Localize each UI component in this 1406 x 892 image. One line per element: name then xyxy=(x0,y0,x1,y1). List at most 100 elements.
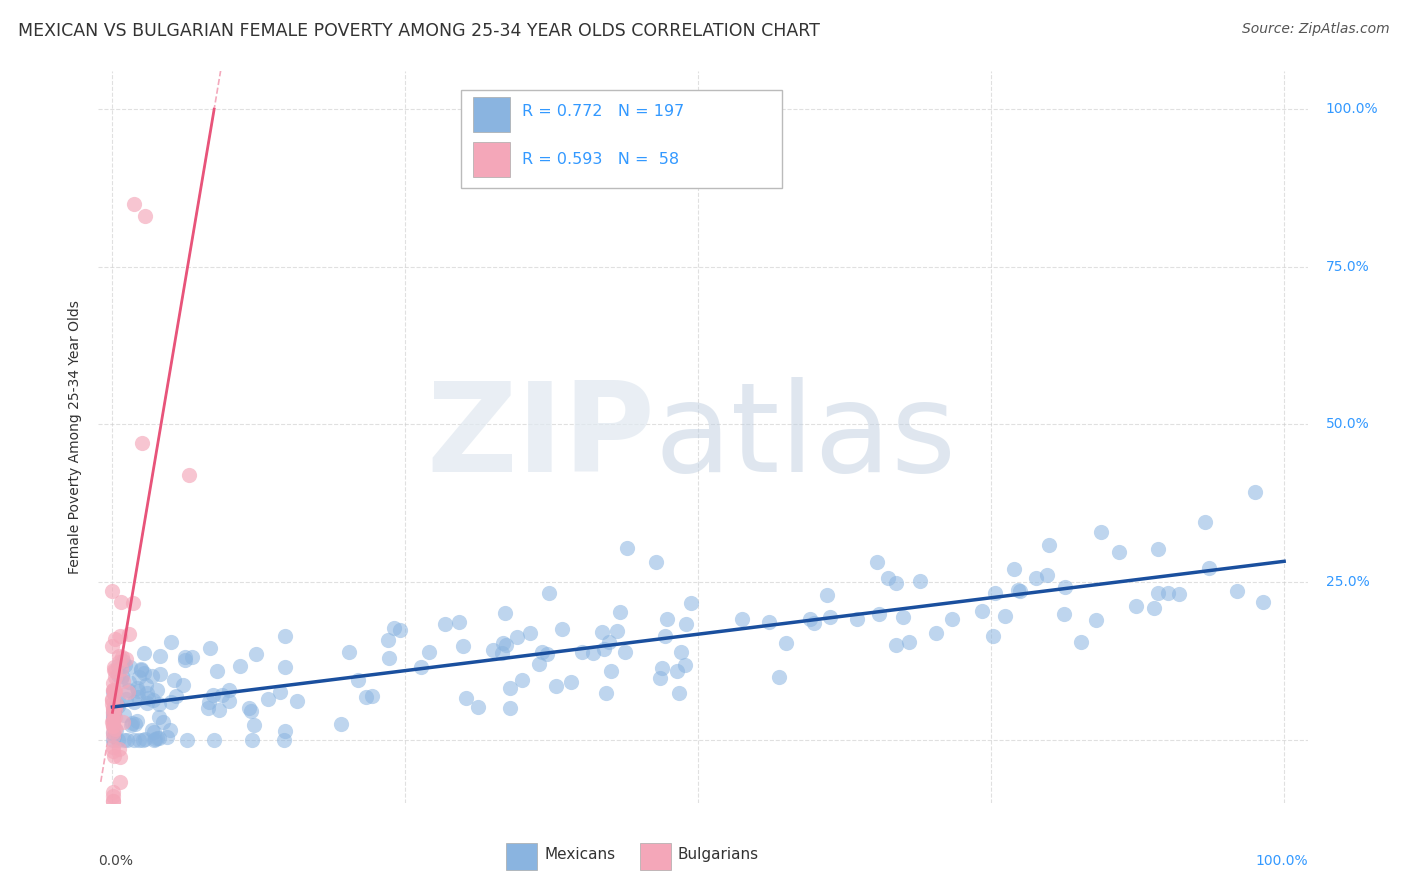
Point xyxy=(114,651,136,665)
Point xyxy=(330,716,353,731)
Point xyxy=(143,732,166,747)
Point xyxy=(595,685,617,699)
Point xyxy=(112,732,135,747)
Point xyxy=(378,651,401,665)
Point xyxy=(122,196,145,211)
Point xyxy=(131,732,153,747)
Point xyxy=(228,658,250,673)
Point xyxy=(103,794,125,808)
Point xyxy=(117,683,139,698)
Point xyxy=(128,732,150,747)
Point xyxy=(451,640,474,654)
Point xyxy=(377,632,399,647)
Point xyxy=(110,672,132,686)
Point xyxy=(616,541,638,555)
Text: Mexicans: Mexicans xyxy=(544,847,616,862)
Point xyxy=(121,716,143,731)
Point xyxy=(606,624,628,639)
Point xyxy=(257,692,280,706)
Point xyxy=(238,701,260,715)
Point xyxy=(103,726,125,740)
Point xyxy=(337,645,360,659)
Point xyxy=(1038,538,1060,552)
Point xyxy=(122,732,145,747)
Point xyxy=(110,595,132,609)
Point xyxy=(877,571,900,585)
Point xyxy=(1090,525,1112,540)
Point xyxy=(1070,635,1092,649)
Point xyxy=(180,650,202,665)
Point xyxy=(159,723,181,738)
Point xyxy=(495,638,517,652)
Point xyxy=(1143,601,1166,615)
Point xyxy=(104,702,127,716)
Point xyxy=(103,660,125,674)
Point xyxy=(101,739,124,754)
Text: MEXICAN VS BULGARIAN FEMALE POVERTY AMONG 25-34 YEAR OLDS CORRELATION CHART: MEXICAN VS BULGARIAN FEMALE POVERTY AMON… xyxy=(18,22,820,40)
Point xyxy=(160,635,183,649)
Point xyxy=(673,658,696,673)
Point xyxy=(107,699,129,714)
Point xyxy=(101,691,124,706)
Point xyxy=(108,655,131,669)
Point xyxy=(134,731,156,746)
Text: 75.0%: 75.0% xyxy=(1326,260,1369,274)
Point xyxy=(884,575,907,590)
Point xyxy=(1035,568,1057,582)
Point xyxy=(866,555,889,569)
Point xyxy=(510,673,533,687)
Point xyxy=(148,698,170,712)
Point xyxy=(125,714,148,728)
Point xyxy=(560,674,582,689)
Point xyxy=(103,706,125,720)
Text: 100.0%: 100.0% xyxy=(1256,854,1308,868)
Point xyxy=(142,724,165,739)
Point xyxy=(666,664,689,678)
Point xyxy=(668,686,690,700)
Point xyxy=(148,731,170,745)
Point xyxy=(205,665,228,679)
Point xyxy=(731,612,754,626)
Point xyxy=(148,710,170,724)
Point xyxy=(245,647,267,661)
Text: 0.0%: 0.0% xyxy=(98,854,134,868)
Point xyxy=(758,615,780,629)
Point xyxy=(135,678,157,692)
Point xyxy=(506,630,529,644)
Point xyxy=(104,710,127,724)
Point xyxy=(768,669,790,683)
Text: R = 0.593   N =  58: R = 0.593 N = 58 xyxy=(522,152,679,167)
Point xyxy=(172,678,194,692)
Point xyxy=(127,690,149,705)
Point xyxy=(551,622,574,636)
Point xyxy=(111,669,134,683)
Point xyxy=(103,749,125,764)
Point xyxy=(218,682,240,697)
Point xyxy=(202,732,225,747)
Point xyxy=(101,682,124,697)
Point xyxy=(598,634,620,648)
Point xyxy=(107,732,129,747)
Point xyxy=(198,640,221,655)
Point xyxy=(103,706,125,720)
Point xyxy=(356,690,378,705)
Point xyxy=(107,658,129,673)
Point xyxy=(143,731,166,746)
Point xyxy=(454,691,477,706)
Text: 50.0%: 50.0% xyxy=(1326,417,1369,432)
Point xyxy=(530,645,553,659)
Point xyxy=(103,729,125,743)
Point xyxy=(103,663,125,677)
Point xyxy=(389,623,412,637)
Point xyxy=(107,668,129,682)
Point xyxy=(197,701,219,715)
Point xyxy=(156,730,179,744)
Point xyxy=(818,609,841,624)
Point xyxy=(972,604,994,618)
Point xyxy=(482,642,505,657)
Point xyxy=(136,686,159,700)
Point xyxy=(101,684,124,698)
Point xyxy=(112,674,135,689)
Point xyxy=(519,626,541,640)
Point xyxy=(111,714,134,729)
